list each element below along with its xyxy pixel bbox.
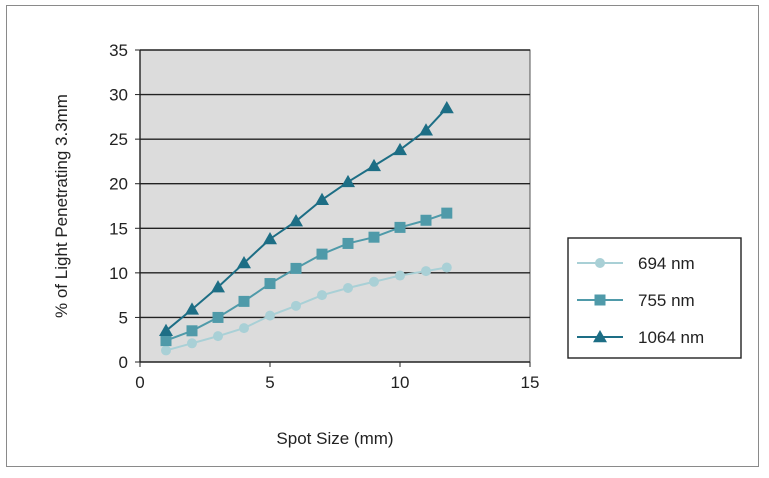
data-point (441, 262, 452, 273)
data-point (439, 100, 454, 114)
data-point (393, 142, 407, 156)
y-tick-label: 25 (109, 130, 128, 149)
legend-item: 755 nm (577, 291, 695, 310)
x-tick-label: 5 (265, 373, 274, 392)
y-axis-ticks: 0 5 10 15 20 25 30 35 (109, 41, 140, 372)
series-layer (159, 100, 454, 356)
data-point (237, 256, 251, 269)
legend-item: 1064 nm (577, 328, 704, 347)
legend-label: 755 nm (638, 291, 695, 310)
y-tick-label: 35 (109, 41, 128, 60)
data-point (160, 335, 172, 347)
data-point (186, 325, 198, 337)
axes (139, 50, 530, 363)
data-point (421, 266, 431, 277)
data-point (212, 311, 224, 323)
data-point (213, 331, 223, 342)
data-point (420, 214, 432, 226)
data-point (290, 262, 302, 274)
y-tick-label: 5 (119, 308, 128, 327)
legend: 694 nm 755 nm 1064 nm (567, 237, 742, 359)
data-point (265, 310, 275, 321)
data-point (342, 237, 354, 249)
data-point (317, 290, 327, 301)
legend-label: 1064 nm (638, 328, 704, 347)
data-point (316, 248, 328, 260)
series-circle (161, 262, 452, 356)
legend-marker (595, 258, 605, 268)
legend-marker (593, 330, 607, 343)
legend-label: 694 nm (638, 254, 695, 273)
data-point (161, 345, 171, 356)
data-point (238, 295, 250, 307)
x-axis-ticks: 0 5 10 15 (135, 362, 539, 392)
grid-lines (140, 49, 530, 319)
data-point (368, 231, 380, 243)
data-point (343, 283, 353, 294)
data-point (159, 323, 173, 337)
data-point (289, 214, 303, 227)
y-tick-label: 0 (119, 353, 128, 372)
data-point (211, 280, 225, 293)
data-point (185, 302, 199, 315)
data-point (315, 192, 329, 206)
series-square (160, 207, 453, 347)
x-tick-label: 10 (391, 373, 410, 392)
data-point (239, 323, 249, 334)
data-point (394, 221, 406, 233)
data-point (187, 338, 197, 349)
y-tick-label: 15 (109, 219, 128, 238)
series-triangle (159, 100, 454, 337)
data-point (263, 231, 277, 245)
data-point (367, 158, 381, 172)
data-point (341, 174, 355, 188)
data-point (291, 300, 301, 311)
data-point (369, 276, 379, 287)
data-point (419, 123, 433, 136)
data-point (441, 207, 453, 219)
y-tick-label: 10 (109, 264, 128, 283)
legend-marker (594, 294, 606, 306)
plot-area (139, 49, 531, 363)
x-tick-label: 15 (521, 373, 540, 392)
y-tick-label: 20 (109, 175, 128, 194)
legend-item: 694 nm (577, 254, 695, 273)
x-axis-title: Spot Size (mm) (276, 429, 393, 448)
x-tick-label: 0 (135, 373, 144, 392)
data-point (395, 270, 405, 281)
y-tick-label: 30 (109, 86, 128, 105)
data-point (264, 278, 276, 290)
y-axis-title: % of Light Penetrating 3.3mm (52, 94, 71, 318)
